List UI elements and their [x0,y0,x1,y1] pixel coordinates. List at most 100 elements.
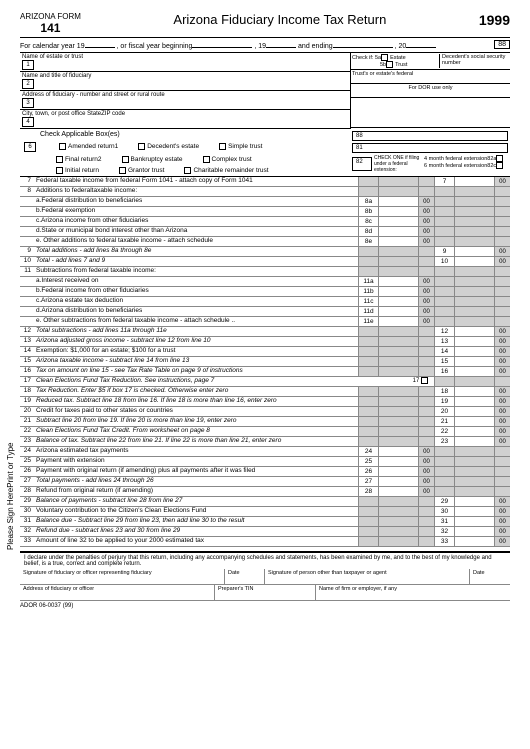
mid-shaded [358,527,378,536]
right-shaded [494,287,510,296]
blank-field[interactable] [266,40,296,48]
form-line: e. Other subtractions from federal taxab… [20,317,510,327]
right-shaded [454,477,494,486]
right-amount[interactable] [454,327,494,336]
mid-shaded [358,497,378,506]
right-amount[interactable] [454,347,494,356]
mid-shaded [418,187,434,196]
firm-name[interactable]: Name of firm or employer, if any [316,585,510,600]
mid-amount[interactable] [378,447,418,456]
sig-date-2[interactable]: Date [470,569,510,584]
blank-field[interactable] [333,40,393,48]
line-number [20,197,34,206]
line-number [20,317,34,326]
right-cents: 00 [494,327,510,336]
right-amount[interactable] [454,507,494,516]
right-amount[interactable] [454,437,494,446]
form-line: b.Federal exemption8b00 [20,207,510,217]
blank-field[interactable] [192,40,252,48]
blank-field[interactable] [406,40,436,48]
simple-checkbox[interactable] [219,143,226,150]
form-line: 16Tax on amount on line 15 - see Tax Rat… [20,367,510,377]
line-number: 9 [20,247,34,256]
sig-date-1[interactable]: Date [225,569,265,584]
mid-amount[interactable] [378,207,418,216]
right-amount[interactable] [454,407,494,416]
chk-label: Complex trust [212,156,252,163]
mid-amount[interactable] [378,467,418,476]
right-shaded [494,307,510,316]
mid-amount[interactable] [378,297,418,306]
right-amount[interactable] [454,517,494,526]
line-number: 16 [20,367,34,376]
ext6-checkbox[interactable] [496,162,503,169]
line17-checkbox[interactable] [421,377,428,384]
right-amount[interactable] [454,337,494,346]
mid-amount[interactable] [378,457,418,466]
mid-shaded [358,337,378,346]
form-line: 12Total subtractions - add lines 11a thr… [20,327,510,337]
check-row-1: 6 Amended return1 Decedent's estate Simp… [20,140,350,154]
right-shaded [494,227,510,236]
right-amount[interactable] [454,397,494,406]
mid-shaded [378,187,418,196]
sig-address[interactable]: Address of fiduciary or officer [20,585,215,600]
mid-amount[interactable] [378,277,418,286]
mid-amount[interactable] [378,197,418,206]
right-amount[interactable] [454,417,494,426]
right-amount[interactable] [454,387,494,396]
right-shaded [494,477,510,486]
right-amount[interactable] [454,427,494,436]
line-number: 17 [20,377,34,386]
mid-shaded [418,397,434,406]
amended-checkbox[interactable] [59,143,66,150]
mid-amount[interactable] [378,217,418,226]
right-amount[interactable] [454,357,494,366]
mid-amount[interactable] [378,237,418,246]
mid-amount[interactable] [378,307,418,316]
line-number: 12 [20,327,34,336]
estate-checkbox[interactable] [381,54,388,61]
complex-checkbox[interactable] [203,156,210,163]
state-form-label: ARIZONA FORM [20,12,81,21]
mid-amount[interactable] [378,287,418,296]
right-shaded [434,447,454,456]
mid-amount[interactable] [378,227,418,236]
preparer-tin[interactable]: Preparer's TIN [215,585,316,600]
mid-amount[interactable] [378,317,418,326]
mid-shaded [378,507,418,516]
bankruptcy-checkbox[interactable] [122,156,129,163]
mid-shaded [378,417,418,426]
right-amount[interactable] [454,257,494,266]
grantor-checkbox[interactable] [119,167,126,174]
right-line-num: 20 [434,407,454,416]
final-checkbox[interactable] [56,156,63,163]
right-amount[interactable] [454,177,494,186]
sig-other[interactable]: Signature of person other than taxpayer … [265,569,470,584]
mid-shaded [378,537,418,546]
mid-shaded [418,267,434,276]
ext4-checkbox[interactable] [496,155,503,162]
sig-fiduciary[interactable]: Signature of fiduciary or officer repres… [20,569,225,584]
right-amount[interactable] [454,537,494,546]
charitable-checkbox[interactable] [184,167,191,174]
right-amount[interactable] [454,367,494,376]
blank-field[interactable] [85,40,115,48]
right-amount[interactable] [454,497,494,506]
name-estate-row: Name of estate or trust 1 [20,53,350,72]
line-number: 24 [20,447,34,456]
line-text: d.Arizona distribution to beneficiaries [34,307,358,316]
mid-shaded [418,507,434,516]
mid-amount[interactable] [378,487,418,496]
mid-amount[interactable] [378,477,418,486]
right-amount[interactable] [454,247,494,256]
line-number: 29 [20,497,34,506]
right-shaded [434,237,454,246]
mid-cents: 00 [418,487,434,496]
right-shaded [454,297,494,306]
trust-checkbox[interactable] [386,61,393,68]
initial-checkbox[interactable] [56,167,63,174]
right-amount[interactable] [454,527,494,536]
decedent-checkbox[interactable] [138,143,145,150]
line-text: Refund due - subtract lines 23 and 30 fr… [34,527,358,536]
